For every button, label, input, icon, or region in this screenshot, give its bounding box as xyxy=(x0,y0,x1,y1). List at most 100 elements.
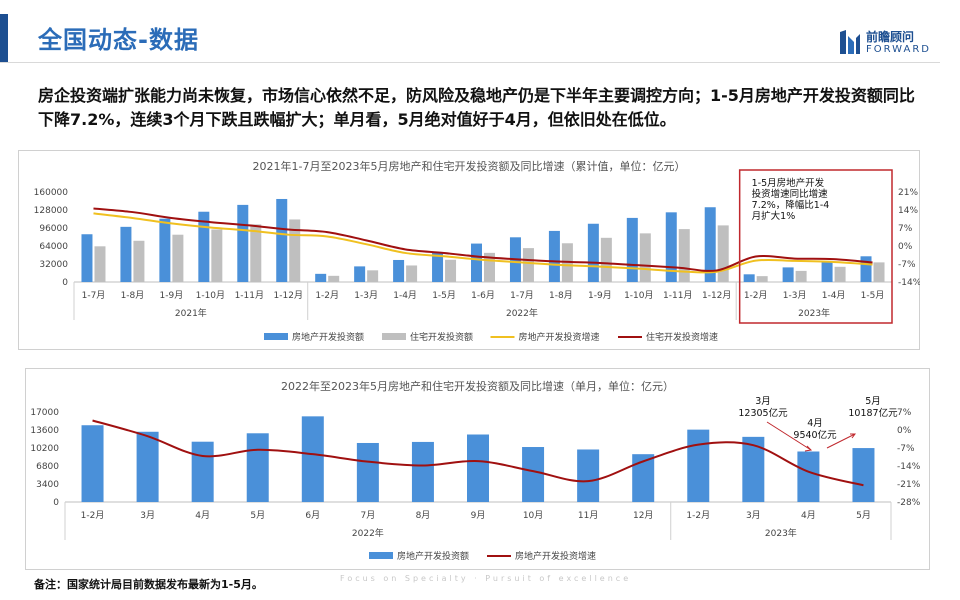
bar-real-estate xyxy=(301,416,324,502)
right-axis-tick-label: -14% xyxy=(897,462,921,472)
right-axis-tick-label: 7% xyxy=(898,224,913,234)
bar-real-estate xyxy=(120,226,132,282)
bar-residential xyxy=(678,229,690,282)
chart-title: 2021年1-7月至2023年5月房地产和住宅开发投资额及同比增速（累计值，单位… xyxy=(253,159,686,173)
x-axis-category-label: 7月 xyxy=(360,510,375,521)
logo-english-text: FORWARD xyxy=(866,44,931,55)
summary-paragraph: 房企投资端扩张能力尚未恢复，市场信心依然不足，防风险及稳地产仍是下半年主要调控方… xyxy=(38,86,915,129)
bar-real-estate xyxy=(821,262,833,282)
bar-residential xyxy=(639,233,651,282)
bar-real-estate xyxy=(432,252,444,282)
bar-real-estate xyxy=(356,442,379,502)
x-axis-category-label: 1-10月 xyxy=(196,290,225,301)
x-axis-category-label: 8月 xyxy=(416,510,431,521)
chart-title: 2022年至2023年5月房地产和住宅开发投资额及同比增速（单月，单位：亿元） xyxy=(281,379,674,393)
bar-real-estate xyxy=(687,429,710,502)
callout-arrow xyxy=(766,421,812,451)
bar-real-estate xyxy=(81,425,104,502)
bar-residential xyxy=(717,225,729,282)
x-axis-category-label: 1-4月 xyxy=(393,290,417,301)
left-axis-tick-label: 13600 xyxy=(30,426,59,436)
legend-label: 住宅开发投资额 xyxy=(410,331,473,343)
cumulative-investment-chart: 2021年1-7月至2023年5月房地产和住宅开发投资额及同比增速（累计值，单位… xyxy=(18,150,920,350)
left-axis-tick-label: 6800 xyxy=(36,462,59,472)
left-axis-tick-label: 0 xyxy=(53,498,59,508)
brand-logo: 前瞻顾问 FORWARD xyxy=(838,26,938,60)
bar-residential xyxy=(211,229,223,282)
bar-real-estate xyxy=(797,451,820,502)
callout-arrowhead xyxy=(850,433,856,439)
bar-real-estate xyxy=(743,274,755,282)
bar-real-estate xyxy=(632,454,655,502)
bar-real-estate xyxy=(587,223,599,282)
x-axis-category-label: 5月 xyxy=(250,510,265,521)
bar-real-estate xyxy=(198,211,210,282)
bar-real-estate xyxy=(191,441,214,502)
x-axis-category-label: 3月 xyxy=(140,510,155,521)
x-axis-category-label: 6月 xyxy=(305,510,320,521)
right-axis-tick-label: -21% xyxy=(897,480,921,490)
x-axis-category-label: 1-4月 xyxy=(822,290,846,301)
bar-real-estate xyxy=(704,207,716,282)
x-axis-category-label: 1-10月 xyxy=(624,290,653,301)
legend-label: 房地产开发投资额 xyxy=(397,550,469,562)
left-axis-tick-label: 96000 xyxy=(39,224,68,234)
page-title: 全国动态-数据 xyxy=(38,26,199,54)
x-axis-category-label: 1-7月 xyxy=(510,290,534,301)
bar-residential xyxy=(406,265,418,282)
right-axis-tick-label: 14% xyxy=(898,206,918,216)
bar-real-estate xyxy=(237,204,249,282)
x-axis-category-label: 1-12月 xyxy=(274,290,303,301)
x-axis-category-label: 1-2月 xyxy=(315,290,339,301)
x-axis-category-label: 1-3月 xyxy=(783,290,807,301)
left-axis-tick-label: 64000 xyxy=(39,242,68,252)
x-axis-category-label: 9月 xyxy=(471,510,486,521)
callout-month: 4月 xyxy=(807,418,823,429)
title-accent-bar xyxy=(0,14,8,62)
bar-residential xyxy=(873,262,885,282)
header-divider xyxy=(0,62,940,63)
x-axis-category-label: 1-8月 xyxy=(549,290,573,301)
x-axis-category-label: 1-7月 xyxy=(82,290,106,301)
bar-real-estate xyxy=(471,243,482,282)
bar-residential xyxy=(133,240,145,282)
bar-real-estate xyxy=(860,256,872,282)
x-axis-group-label: 2023年 xyxy=(765,527,797,539)
callout-value: 9540亿元 xyxy=(793,429,837,441)
x-axis-group-label: 2022年 xyxy=(506,307,538,319)
bar-real-estate xyxy=(81,234,93,282)
legend-label: 房地产开发投资增速 xyxy=(519,331,600,343)
callout-month: 3月 xyxy=(755,396,771,407)
x-axis-category-label: 3月 xyxy=(746,510,761,521)
legend-label: 房地产开发投资额 xyxy=(292,331,364,343)
bar-real-estate xyxy=(354,266,366,282)
x-axis-category-label: 12月 xyxy=(633,510,653,521)
footnote: 备注：国家统计局目前数据发布最新为1-5月。 xyxy=(34,578,263,591)
right-axis-tick-label: 7% xyxy=(897,408,912,418)
bar-real-estate xyxy=(665,212,677,282)
highlight-box xyxy=(738,169,893,324)
bar-real-estate xyxy=(577,449,600,502)
series-line-red xyxy=(92,419,864,487)
bar-residential xyxy=(756,276,768,282)
bar-residential xyxy=(172,234,184,282)
bar-residential xyxy=(94,246,106,282)
x-axis-category-label: 5月 xyxy=(856,510,871,521)
right-axis-tick-label: -7% xyxy=(897,444,915,454)
legend-label: 住宅开发投资增速 xyxy=(646,331,718,343)
forward-logo-icon xyxy=(840,30,860,54)
bar-real-estate xyxy=(782,267,794,282)
x-axis-category-label: 1-8月 xyxy=(121,290,145,301)
series-line-yellow xyxy=(93,212,873,274)
x-axis-category-label: 1-11月 xyxy=(663,290,692,301)
x-axis-group-label: 2021年 xyxy=(175,307,207,319)
series-line-red xyxy=(93,207,873,272)
x-axis-category-label: 10月 xyxy=(523,510,543,521)
x-axis-category-label: 4月 xyxy=(195,510,210,521)
callout-value: 12305亿元 xyxy=(738,407,788,419)
right-axis-tick-label: -28% xyxy=(897,498,921,508)
callout-arrowhead xyxy=(804,445,813,452)
x-axis-group-label: 2023年 xyxy=(798,307,830,319)
left-axis-tick-label: 3400 xyxy=(36,480,59,490)
highlight-annotation: 1-5月房地产开发投资增速同比增速 7.2%，降幅比1-4 月扩大1% xyxy=(752,177,830,222)
